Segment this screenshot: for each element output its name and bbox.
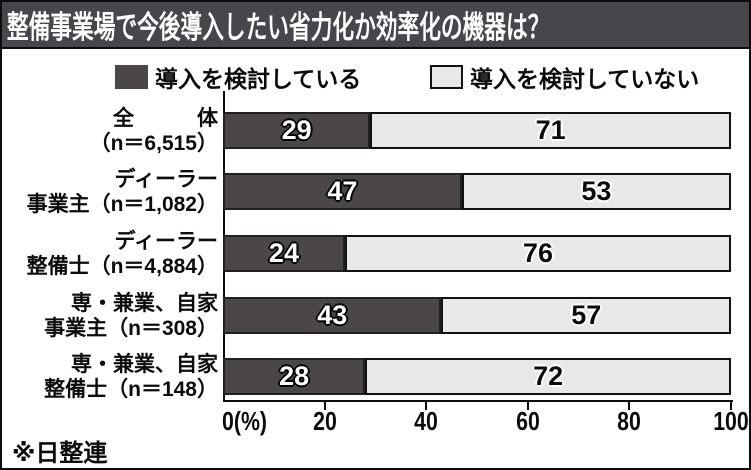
row-label: 全 体（n＝6,515） — [3, 106, 218, 156]
x-tick-label: 80 — [617, 406, 642, 436]
x-tick — [425, 402, 428, 410]
row-label-line1: 専・兼業、自家 — [71, 353, 218, 376]
bar-segment-considering: 47 — [223, 173, 462, 210]
source-note: ※日整連 — [12, 440, 108, 467]
bar-value: 72 — [533, 361, 564, 391]
x-tick — [730, 402, 732, 410]
row-label-line1: ディーラー — [114, 168, 218, 191]
bar-segment-considering: 43 — [223, 297, 442, 334]
bar-row: 28 72 — [223, 358, 731, 395]
bar-segment-not-considering: 53 — [461, 173, 731, 210]
bar-value: 43 — [317, 300, 348, 330]
bar-row: 24 76 — [223, 235, 731, 272]
bar-value: 28 — [279, 361, 310, 391]
title-bar: 整備事業場で今後導入したい省力化か効率化の機器は？ — [2, 2, 749, 49]
legend-swatch — [115, 65, 148, 89]
row-label: 専・兼業、自家 整備士（n＝148） — [3, 352, 218, 402]
bar-value: 76 — [522, 238, 553, 268]
x-tick — [526, 402, 529, 410]
row-label: ディーラー 事業主（n＝1,082） — [3, 167, 218, 217]
bar-value: 47 — [327, 176, 358, 206]
bar-segment-not-considering: 71 — [370, 112, 731, 149]
bar-segment-considering: 28 — [223, 358, 366, 395]
row-label-line1: 全 体 — [113, 107, 218, 130]
row-label-line1: 専・兼業、自家 — [71, 292, 218, 315]
x-tick-label: 60 — [515, 406, 540, 436]
bar-row: 43 57 — [223, 297, 731, 334]
row-label: ディーラー 整備士（n＝4,884） — [3, 229, 218, 279]
bar-segment-not-considering: 76 — [344, 235, 731, 272]
x-tick-label: 20 — [312, 406, 337, 436]
chart-title: 整備事業場で今後導入したい省力化か効率化の機器は？ — [6, 10, 550, 45]
x-tick — [323, 402, 326, 410]
bar-value: 24 — [268, 238, 299, 268]
legend-item: 導入を検討していない — [430, 64, 699, 92]
bar-row: 47 53 — [223, 173, 731, 210]
x-tick-label: 40 — [414, 406, 439, 436]
legend-label: 導入を検討している — [155, 66, 362, 92]
legend-label: 導入を検討していない — [470, 66, 700, 92]
bar-segment-considering: 29 — [223, 112, 371, 149]
row-label-line2: 整備士（n＝4,884） — [26, 255, 218, 278]
bar-value: 57 — [571, 300, 602, 330]
legend-item: 導入を検討している — [115, 64, 361, 92]
bar-segment-not-considering: 57 — [441, 297, 731, 334]
legend-swatch — [430, 65, 463, 89]
bar-segment-considering: 24 — [223, 235, 345, 272]
x-tick-label: 100 — [713, 406, 749, 436]
x-tick — [628, 402, 631, 410]
row-label-line2: 事業主（n＝308） — [44, 317, 218, 340]
row-label: 専・兼業、自家 事業主（n＝308） — [3, 291, 218, 341]
bar-value: 29 — [281, 115, 312, 145]
bar-row: 29 71 — [223, 112, 731, 149]
x-tick-label-zero: 0(%) — [222, 406, 268, 436]
row-label-line2: （n＝6,515） — [89, 132, 218, 155]
x-axis-line — [223, 400, 733, 402]
row-label-line1: ディーラー — [114, 230, 218, 253]
bar-value: 53 — [581, 176, 612, 206]
row-label-line2: 事業主（n＝1,082） — [26, 193, 218, 216]
row-label-line2: 整備士（n＝148） — [44, 378, 218, 401]
bar-value: 71 — [535, 115, 566, 145]
bar-segment-not-considering: 72 — [365, 358, 731, 395]
